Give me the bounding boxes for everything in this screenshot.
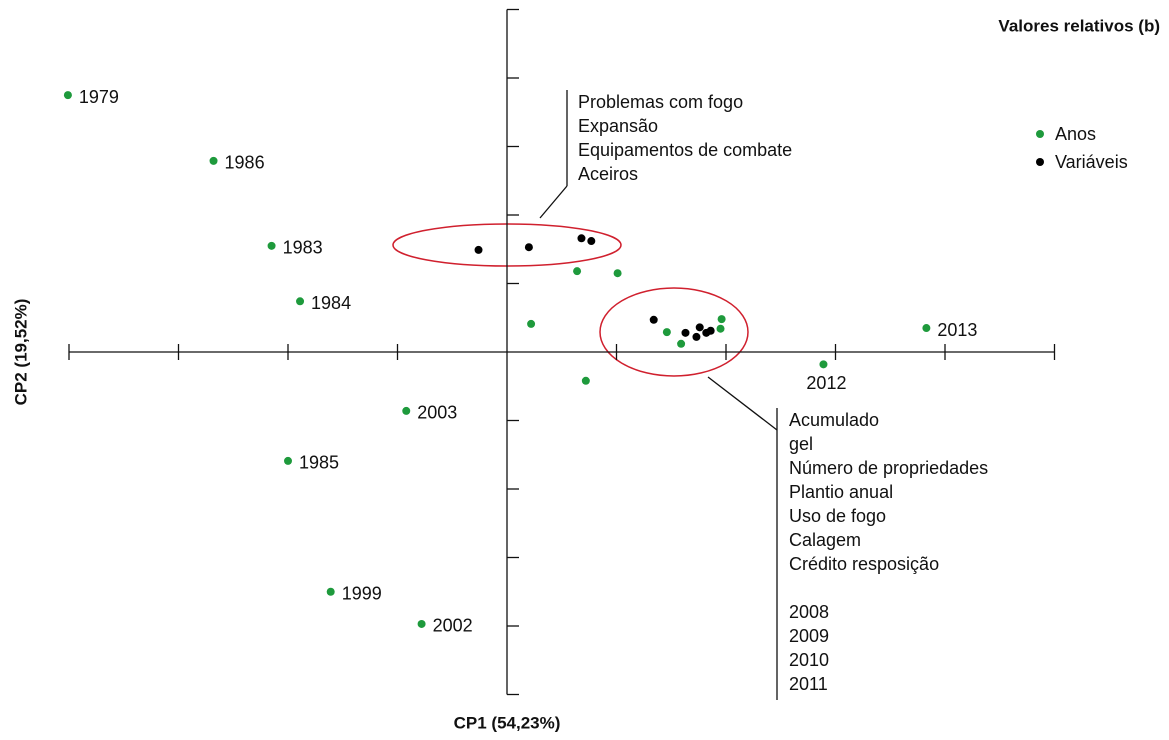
- point: [573, 267, 582, 276]
- annotation-line: Calagem: [789, 530, 861, 550]
- point: [922, 324, 931, 333]
- annotation-line: 2008: [789, 602, 829, 622]
- point: [474, 245, 483, 254]
- point-label: 1979: [79, 87, 119, 107]
- point: [527, 319, 536, 328]
- point: [284, 456, 292, 465]
- annotation-line: Aceiros: [578, 164, 638, 184]
- point: [577, 234, 586, 243]
- point: [695, 323, 704, 332]
- leader-line: [539, 185, 568, 219]
- annotation-line: Problemas com fogo: [578, 92, 743, 112]
- point: [662, 328, 671, 337]
- annotation-line: Acumulado: [789, 410, 879, 430]
- point: [649, 315, 658, 324]
- annotation-line: 2011: [789, 674, 828, 694]
- leader-line: [707, 376, 778, 431]
- point: [613, 269, 622, 278]
- annotation-line: 2010: [789, 650, 829, 670]
- point: [581, 376, 590, 385]
- annotation-line: Plantio anual: [789, 482, 893, 502]
- y-axis-label: CP2 (19,52%): [11, 299, 30, 406]
- annotation-line: Expansão: [578, 116, 658, 136]
- point: [716, 324, 725, 333]
- point: [717, 315, 726, 324]
- point-label: 1999: [342, 584, 382, 604]
- point-label: 1986: [225, 153, 265, 173]
- point-label: 2012: [806, 373, 846, 393]
- point: [296, 297, 305, 306]
- point-label: 2013: [937, 320, 977, 340]
- annotation-line: Uso de fogo: [789, 506, 886, 526]
- group-ellipse: [599, 287, 749, 377]
- legend-label: Variáveis: [1055, 152, 1128, 172]
- legend-marker: [1036, 158, 1044, 166]
- point: [706, 326, 715, 335]
- annotation-line: Crédito resposição: [789, 554, 939, 574]
- point-label: 1984: [311, 293, 351, 313]
- point-label: 2003: [417, 403, 457, 423]
- annotation-line: Número de propriedades: [789, 458, 988, 478]
- point: [681, 328, 690, 337]
- annotation-line: 2009: [789, 626, 829, 646]
- point-label: 1985: [299, 453, 339, 473]
- point: [326, 587, 335, 596]
- legend-marker: [1036, 130, 1044, 138]
- x-axis-label: CP1 (54,23%): [454, 713, 561, 732]
- annotation-line: gel: [789, 434, 813, 454]
- point: [692, 332, 701, 341]
- point: [417, 619, 426, 628]
- point: [587, 237, 596, 246]
- point: [209, 156, 218, 165]
- point: [524, 243, 533, 252]
- legend-label: Anos: [1055, 124, 1096, 144]
- point: [63, 91, 72, 100]
- point-label: 2002: [433, 616, 473, 636]
- chart-title: Valores relativos (b): [998, 16, 1160, 35]
- annotation-line: Equipamentos de combate: [578, 140, 792, 160]
- point: [267, 241, 276, 250]
- point: [677, 339, 686, 348]
- point: [819, 360, 828, 369]
- point-label: 1983: [283, 238, 323, 258]
- point: [402, 406, 411, 415]
